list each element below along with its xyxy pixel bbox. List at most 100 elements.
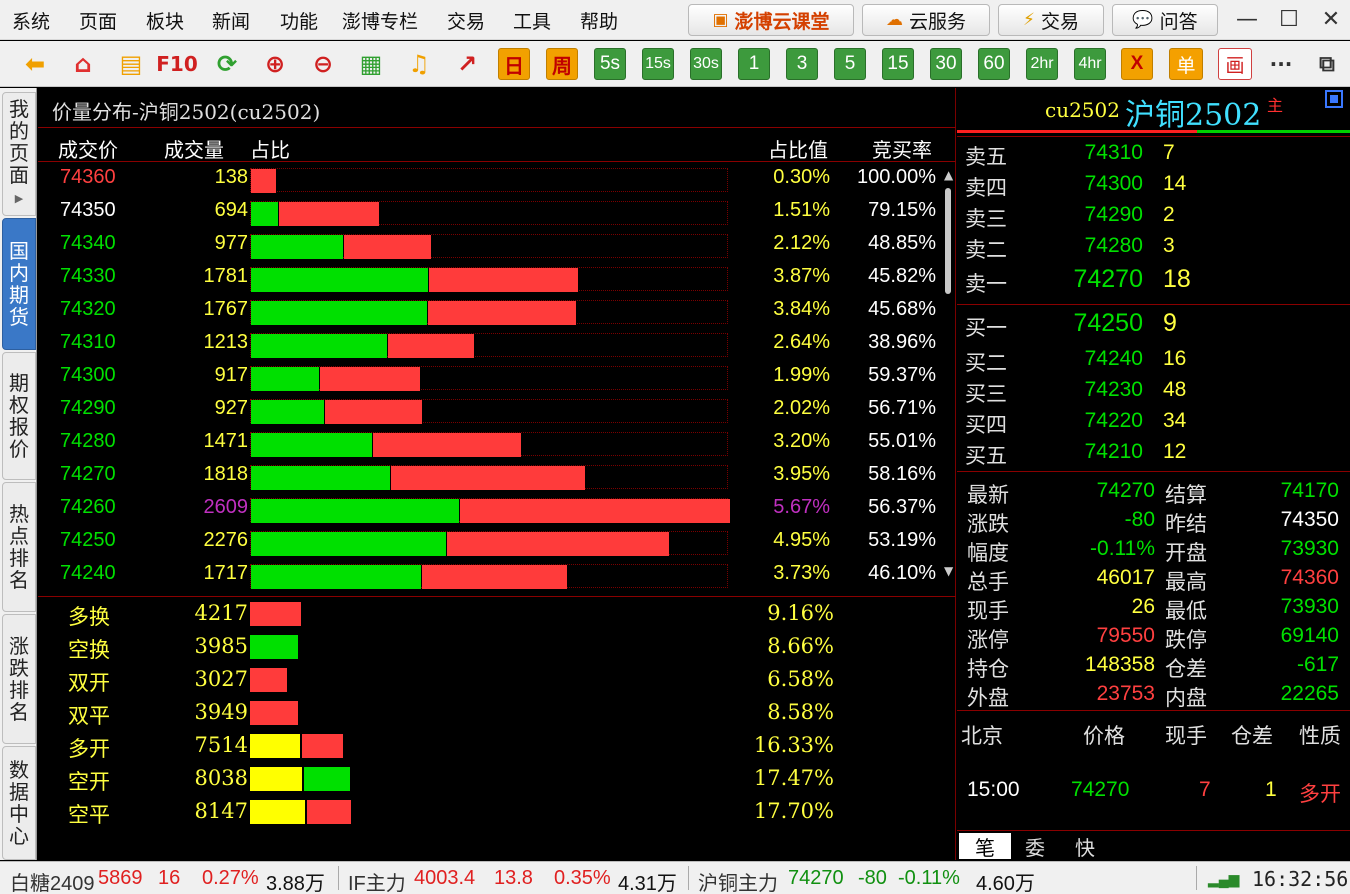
side-tab-4[interactable]: 涨跌排名 [2,614,36,744]
period-button-周[interactable]: 周 [546,48,578,80]
menu-item[interactable]: 澎博专栏 [342,11,419,33]
window-icon[interactable]: ▦ [359,50,383,78]
classroom-button[interactable]: ▣ 澎博云课堂 [688,4,854,36]
menu-item[interactable]: 系统 [12,11,51,33]
stat-volume: 3985 [194,634,248,658]
period-button-5s[interactable]: 5s [594,48,626,80]
side-tab-0[interactable]: 我的页面 ▶ [2,92,36,216]
side-tab-1[interactable]: 国内期货 [2,218,36,350]
chart-up-icon[interactable]: ↗ [456,50,478,78]
cloud-service-button[interactable]: ☁ 云服务 [862,4,990,36]
row-volume: 694 [214,199,248,221]
row-price: 74240 [60,562,116,584]
f10-icon[interactable]: F10 [156,52,198,76]
divider [338,866,339,890]
period-button-4hr[interactable]: 4hr [1074,48,1106,80]
x-button[interactable]: X [1121,48,1153,80]
row-price: 74250 [60,529,116,551]
row-ratio-value: 2.64% [773,331,830,353]
single-button[interactable]: 单 [1169,48,1203,80]
bar-sell-segment [387,334,475,358]
header-volume: 成交量 [164,138,224,162]
close-icon[interactable]: ✕ [1321,6,1341,32]
quote-value: 22265 [1280,682,1339,705]
bar-sell-segment [343,235,431,259]
tick-time: 15:00 [967,778,1020,801]
menu-item[interactable]: 功能 [280,11,319,33]
more-icon[interactable]: ··· [1269,52,1293,76]
menu-item[interactable]: 交易 [447,11,486,33]
period-button-日[interactable]: 日 [498,48,530,80]
bar-sell-segment [278,202,380,226]
bell-icon[interactable]: ♫ [408,50,430,78]
period-button-2hr[interactable]: 2hr [1026,48,1058,80]
zoom-out-icon[interactable]: ⊖ [312,50,334,78]
draw-button[interactable]: 画 [1218,48,1252,80]
scroll-up-icon[interactable]: ▲ [944,168,954,182]
classroom-label: 澎博云课堂 [734,10,830,33]
period-button-30s[interactable]: 30s [690,48,722,80]
period-button-15s[interactable]: 15s [642,48,674,80]
menu-item[interactable]: 页面 [79,11,118,33]
quote-label: 最新 [967,483,1009,507]
home-icon[interactable]: ⌂ [74,50,92,78]
ask-volume: 2 [1163,203,1175,226]
note-icon[interactable]: ▤ [119,50,143,78]
row-price: 74360 [60,166,116,188]
row-volume: 138 [214,166,248,188]
stat-volume: 3949 [194,700,248,724]
stat-label: 空平 [68,803,110,827]
stat-volume: 3027 [194,667,248,691]
trade-button[interactable]: ⚡ 交易 [998,4,1104,36]
refresh-icon[interactable]: ⟳ [216,50,238,78]
exit-icon[interactable]: ⧉ [1319,51,1335,77]
quote-label: 跌停 [1165,628,1207,652]
qa-button[interactable]: 💬 问答 [1112,4,1218,36]
ticker-name: 白糖2409 [10,873,95,894]
period-button-1[interactable]: 1 [738,48,770,80]
bid-volume: 9 [1163,309,1177,337]
bar-sell-segment [373,433,522,457]
scroll-down-icon[interactable]: ▼ [944,564,954,578]
tab-0[interactable]: 笔 [959,833,1011,860]
header-ratio: 占比 [250,138,290,162]
row-ratio-value: 3.73% [773,562,830,584]
side-tab-3[interactable]: 热点排名 [2,482,36,612]
menu-item[interactable]: 新闻 [212,11,251,33]
ask-price: 74270 [1073,265,1143,293]
bar-red-segment [250,602,302,626]
row-price: 74340 [60,232,116,254]
volume-bar [250,267,728,292]
quote-label: 开盘 [1165,541,1207,565]
row-bid-rate: 45.82% [868,265,936,287]
bar-buy-segment [251,433,373,457]
stat-label: 多换 [68,605,110,629]
side-tab-5[interactable]: 数据中心 [2,746,36,860]
zoom-in-icon[interactable]: ⊕ [264,50,286,78]
period-button-15[interactable]: 15 [882,48,914,80]
stat-label: 空换 [68,638,110,662]
tab-2[interactable]: 快 [1075,835,1095,860]
side-tab-2[interactable]: 期权报价 [2,352,36,480]
side-tab-label: 期权报价 [9,371,29,461]
ask-label: 卖三 [965,207,1007,231]
scrollbar-thumb[interactable] [945,188,951,294]
layout-toggle-icon[interactable] [1325,90,1343,108]
menu-item[interactable]: 板块 [146,11,185,33]
minimize-icon[interactable]: — [1236,6,1258,32]
bid-price: 74230 [1084,378,1143,401]
stat-bar [250,701,450,725]
maximize-icon[interactable]: ☐ [1279,6,1299,32]
tab-1[interactable]: 委 [1025,835,1045,860]
row-price: 74300 [60,364,116,386]
quote-label: 外盘 [967,686,1009,710]
period-button-3[interactable]: 3 [786,48,818,80]
period-button-5[interactable]: 5 [834,48,866,80]
stat-bar [250,767,450,791]
back-arrow-icon[interactable]: ⬅ [24,50,46,78]
menu-item[interactable]: 帮助 [580,11,619,33]
row-bid-rate: 45.68% [868,298,936,320]
period-button-60[interactable]: 60 [978,48,1010,80]
menu-item[interactable]: 工具 [513,11,552,33]
period-button-30[interactable]: 30 [930,48,962,80]
